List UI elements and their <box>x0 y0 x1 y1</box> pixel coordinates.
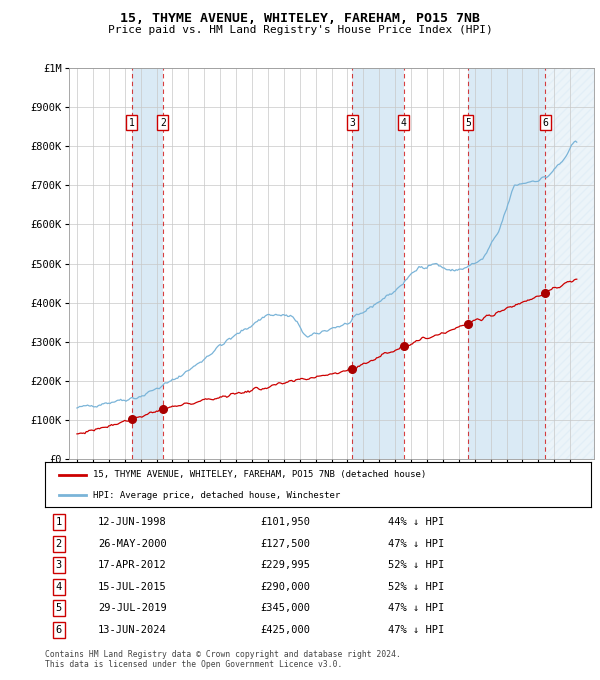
Bar <box>468 68 545 459</box>
Text: 4: 4 <box>56 581 62 592</box>
Text: 3: 3 <box>56 560 62 571</box>
Text: 12-JUN-1998: 12-JUN-1998 <box>98 517 167 527</box>
Text: 15, THYME AVENUE, WHITELEY, FAREHAM, PO15 7NB: 15, THYME AVENUE, WHITELEY, FAREHAM, PO1… <box>120 12 480 25</box>
Text: 13-JUN-2024: 13-JUN-2024 <box>98 625 167 635</box>
Bar <box>352 68 404 459</box>
Text: 3: 3 <box>349 118 355 128</box>
Bar <box>132 68 163 459</box>
Text: £127,500: £127,500 <box>260 539 310 549</box>
Text: 17-APR-2012: 17-APR-2012 <box>98 560 167 571</box>
Text: 47% ↓ HPI: 47% ↓ HPI <box>388 625 445 635</box>
Text: 2: 2 <box>56 539 62 549</box>
Bar <box>545 68 594 459</box>
Text: 47% ↓ HPI: 47% ↓ HPI <box>388 603 445 613</box>
Text: 47% ↓ HPI: 47% ↓ HPI <box>388 539 445 549</box>
Text: £425,000: £425,000 <box>260 625 310 635</box>
Text: 6: 6 <box>542 118 548 128</box>
Text: 15, THYME AVENUE, WHITELEY, FAREHAM, PO15 7NB (detached house): 15, THYME AVENUE, WHITELEY, FAREHAM, PO1… <box>93 470 426 479</box>
Text: Price paid vs. HM Land Registry's House Price Index (HPI): Price paid vs. HM Land Registry's House … <box>107 25 493 35</box>
Text: £101,950: £101,950 <box>260 517 310 527</box>
Text: 1: 1 <box>129 118 135 128</box>
Text: £229,995: £229,995 <box>260 560 310 571</box>
Text: £345,000: £345,000 <box>260 603 310 613</box>
Text: 2: 2 <box>160 118 166 128</box>
Text: 52% ↓ HPI: 52% ↓ HPI <box>388 581 445 592</box>
Text: 29-JUL-2019: 29-JUL-2019 <box>98 603 167 613</box>
Text: 4: 4 <box>401 118 407 128</box>
Text: 44% ↓ HPI: 44% ↓ HPI <box>388 517 445 527</box>
Text: £290,000: £290,000 <box>260 581 310 592</box>
Text: 52% ↓ HPI: 52% ↓ HPI <box>388 560 445 571</box>
Text: 5: 5 <box>465 118 471 128</box>
Text: 15-JUL-2015: 15-JUL-2015 <box>98 581 167 592</box>
Text: 6: 6 <box>56 625 62 635</box>
Text: 5: 5 <box>56 603 62 613</box>
Text: Contains HM Land Registry data © Crown copyright and database right 2024.
This d: Contains HM Land Registry data © Crown c… <box>45 650 401 670</box>
Text: HPI: Average price, detached house, Winchester: HPI: Average price, detached house, Winc… <box>93 491 340 500</box>
Text: 26-MAY-2000: 26-MAY-2000 <box>98 539 167 549</box>
Text: 1: 1 <box>56 517 62 527</box>
